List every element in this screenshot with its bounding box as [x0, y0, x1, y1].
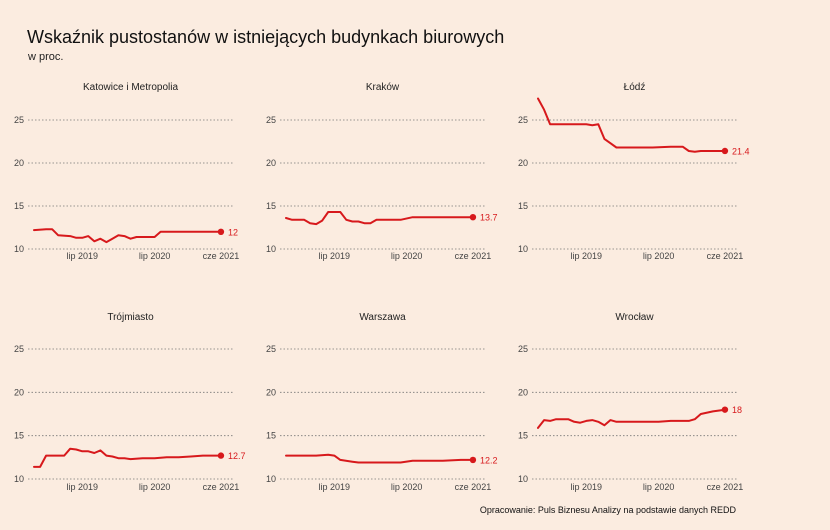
x-tick-label: lip 2020 [643, 251, 675, 261]
y-tick-label: 15 [266, 431, 276, 441]
chart-title: Wskaźnik pustostanów w istniejących budy… [27, 27, 505, 47]
panel-title: Łódź [624, 82, 646, 93]
y-tick-label: 20 [266, 387, 276, 397]
x-tick-label: lip 2019 [66, 251, 98, 261]
x-tick-label: cze 2021 [203, 251, 240, 261]
x-tick-label: lip 2019 [318, 251, 350, 261]
end-point [469, 456, 477, 464]
panel: Katowice i Metropolia 10 15 20 25 lip 2019 lip… [14, 82, 239, 261]
panel: Warszawa 10 15 20 25 lip 2019 lip 2020 cze 2021… [266, 312, 497, 492]
y-tick-label: 25 [14, 344, 24, 354]
panel-title: Wrocław [615, 312, 654, 323]
panel: Kraków 10 15 20 25 lip 2019 lip 2020 cze 2021 13… [266, 82, 497, 261]
series-line [33, 447, 222, 468]
panel: Wrocław 10 15 20 25 lip 2019 lip 2020 cze 2021 1… [518, 312, 743, 492]
end-value-label: 21.4 [732, 146, 750, 156]
x-tick-label: lip 2019 [66, 482, 98, 492]
x-tick-label: lip 2020 [139, 251, 171, 261]
y-tick-label: 25 [266, 115, 276, 125]
x-tick-label: lip 2020 [139, 482, 171, 492]
end-point [217, 452, 225, 459]
x-tick-label: cze 2021 [707, 251, 744, 261]
x-tick-label: cze 2021 [203, 482, 240, 492]
y-tick-label: 10 [14, 244, 24, 254]
panel-title: Trójmiasto [107, 312, 154, 323]
y-tick-label: 10 [266, 244, 276, 254]
end-value-label: 18 [732, 405, 742, 415]
x-tick-label: cze 2021 [707, 482, 744, 492]
y-tick-label: 15 [14, 431, 24, 441]
end-point [721, 406, 729, 413]
panel: Trójmiasto 10 15 20 25 lip 2019 lip 2020 cze 20… [14, 312, 245, 492]
y-tick-label: 15 [266, 201, 276, 211]
y-tick-label: 25 [518, 115, 528, 125]
y-tick-label: 20 [266, 158, 276, 168]
y-tick-label: 15 [14, 201, 24, 211]
y-tick-label: 25 [266, 344, 276, 354]
chart-subtitle: w proc. [28, 51, 64, 63]
y-tick-label: 10 [518, 474, 528, 484]
end-point [721, 147, 729, 155]
end-value-label: 12 [228, 227, 238, 237]
y-tick-label: 25 [14, 115, 24, 125]
y-tick-label: 15 [518, 201, 528, 211]
series-line [33, 228, 222, 244]
y-tick-label: 20 [518, 158, 528, 168]
y-tick-label: 20 [14, 387, 24, 397]
end-value-label: 13.7 [480, 213, 498, 223]
panel-title: Warszawa [359, 312, 406, 323]
x-tick-label: lip 2020 [643, 482, 675, 492]
panel-title: Kraków [366, 82, 400, 93]
x-tick-label: lip 2019 [570, 482, 602, 492]
x-tick-label: lip 2019 [318, 482, 350, 492]
y-tick-label: 20 [518, 387, 528, 397]
x-tick-label: cze 2021 [455, 251, 492, 261]
end-point [469, 213, 477, 221]
panel-title: Katowice i Metropolia [83, 82, 178, 93]
series-line [285, 453, 474, 464]
x-tick-label: lip 2020 [391, 482, 423, 492]
y-tick-label: 10 [266, 474, 276, 484]
y-tick-label: 10 [14, 474, 24, 484]
y-tick-label: 15 [518, 431, 528, 441]
series-line [285, 211, 474, 226]
y-tick-label: 25 [518, 344, 528, 354]
x-tick-label: lip 2019 [570, 251, 602, 261]
x-tick-label: cze 2021 [455, 482, 492, 492]
series-line [537, 408, 726, 429]
end-value-label: 12.7 [228, 451, 246, 461]
end-point [217, 228, 225, 235]
y-tick-label: 10 [518, 244, 528, 254]
series-line [537, 97, 726, 153]
end-value-label: 12.2 [480, 455, 498, 465]
x-tick-label: lip 2020 [391, 251, 423, 261]
y-tick-label: 20 [14, 158, 24, 168]
panel: Łódź 10 15 20 25 lip 2019 lip 2020 cze 2021 21.4 [518, 82, 749, 261]
source-note: Opracowanie: Puls Biznesu Analizy na pod… [479, 505, 736, 515]
